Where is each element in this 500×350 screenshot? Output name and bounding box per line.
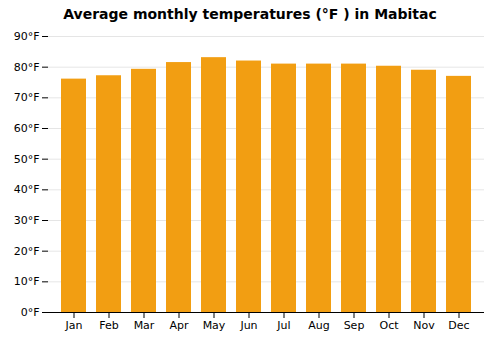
svg-text:Sep: Sep: [344, 319, 365, 332]
svg-text:May: May: [203, 319, 226, 332]
svg-text:Dec: Dec: [448, 319, 469, 332]
svg-text:Jan: Jan: [65, 319, 83, 332]
svg-text:60°F: 60°F: [14, 122, 40, 135]
svg-text:90°F: 90°F: [14, 30, 40, 43]
svg-text:Mar: Mar: [134, 319, 155, 332]
html-text:Average monthly temperatures (: Average monthly temperatures (°F ) in Ma…: [63, 6, 437, 22]
svg-text:Oct: Oct: [379, 319, 399, 332]
svg-text:80°F: 80°F: [14, 61, 40, 74]
svg-text:Feb: Feb: [99, 319, 118, 332]
svg-text:10°F: 10°F: [14, 275, 40, 288]
svg-text:Aug: Aug: [308, 319, 329, 332]
svg-text:Apr: Apr: [169, 319, 189, 332]
svg-text:40°F: 40°F: [14, 183, 40, 196]
svg-text:20°F: 20°F: [14, 245, 40, 258]
svg-text:0°F: 0°F: [21, 306, 40, 319]
svg-text:50°F: 50°F: [14, 153, 40, 166]
svg-text:Nov: Nov: [413, 319, 435, 332]
svg-text:30°F: 30°F: [14, 214, 40, 227]
svg-text:70°F: 70°F: [14, 91, 40, 104]
svg-text:Jun: Jun: [239, 319, 257, 332]
svg-text:Jul: Jul: [276, 319, 290, 332]
